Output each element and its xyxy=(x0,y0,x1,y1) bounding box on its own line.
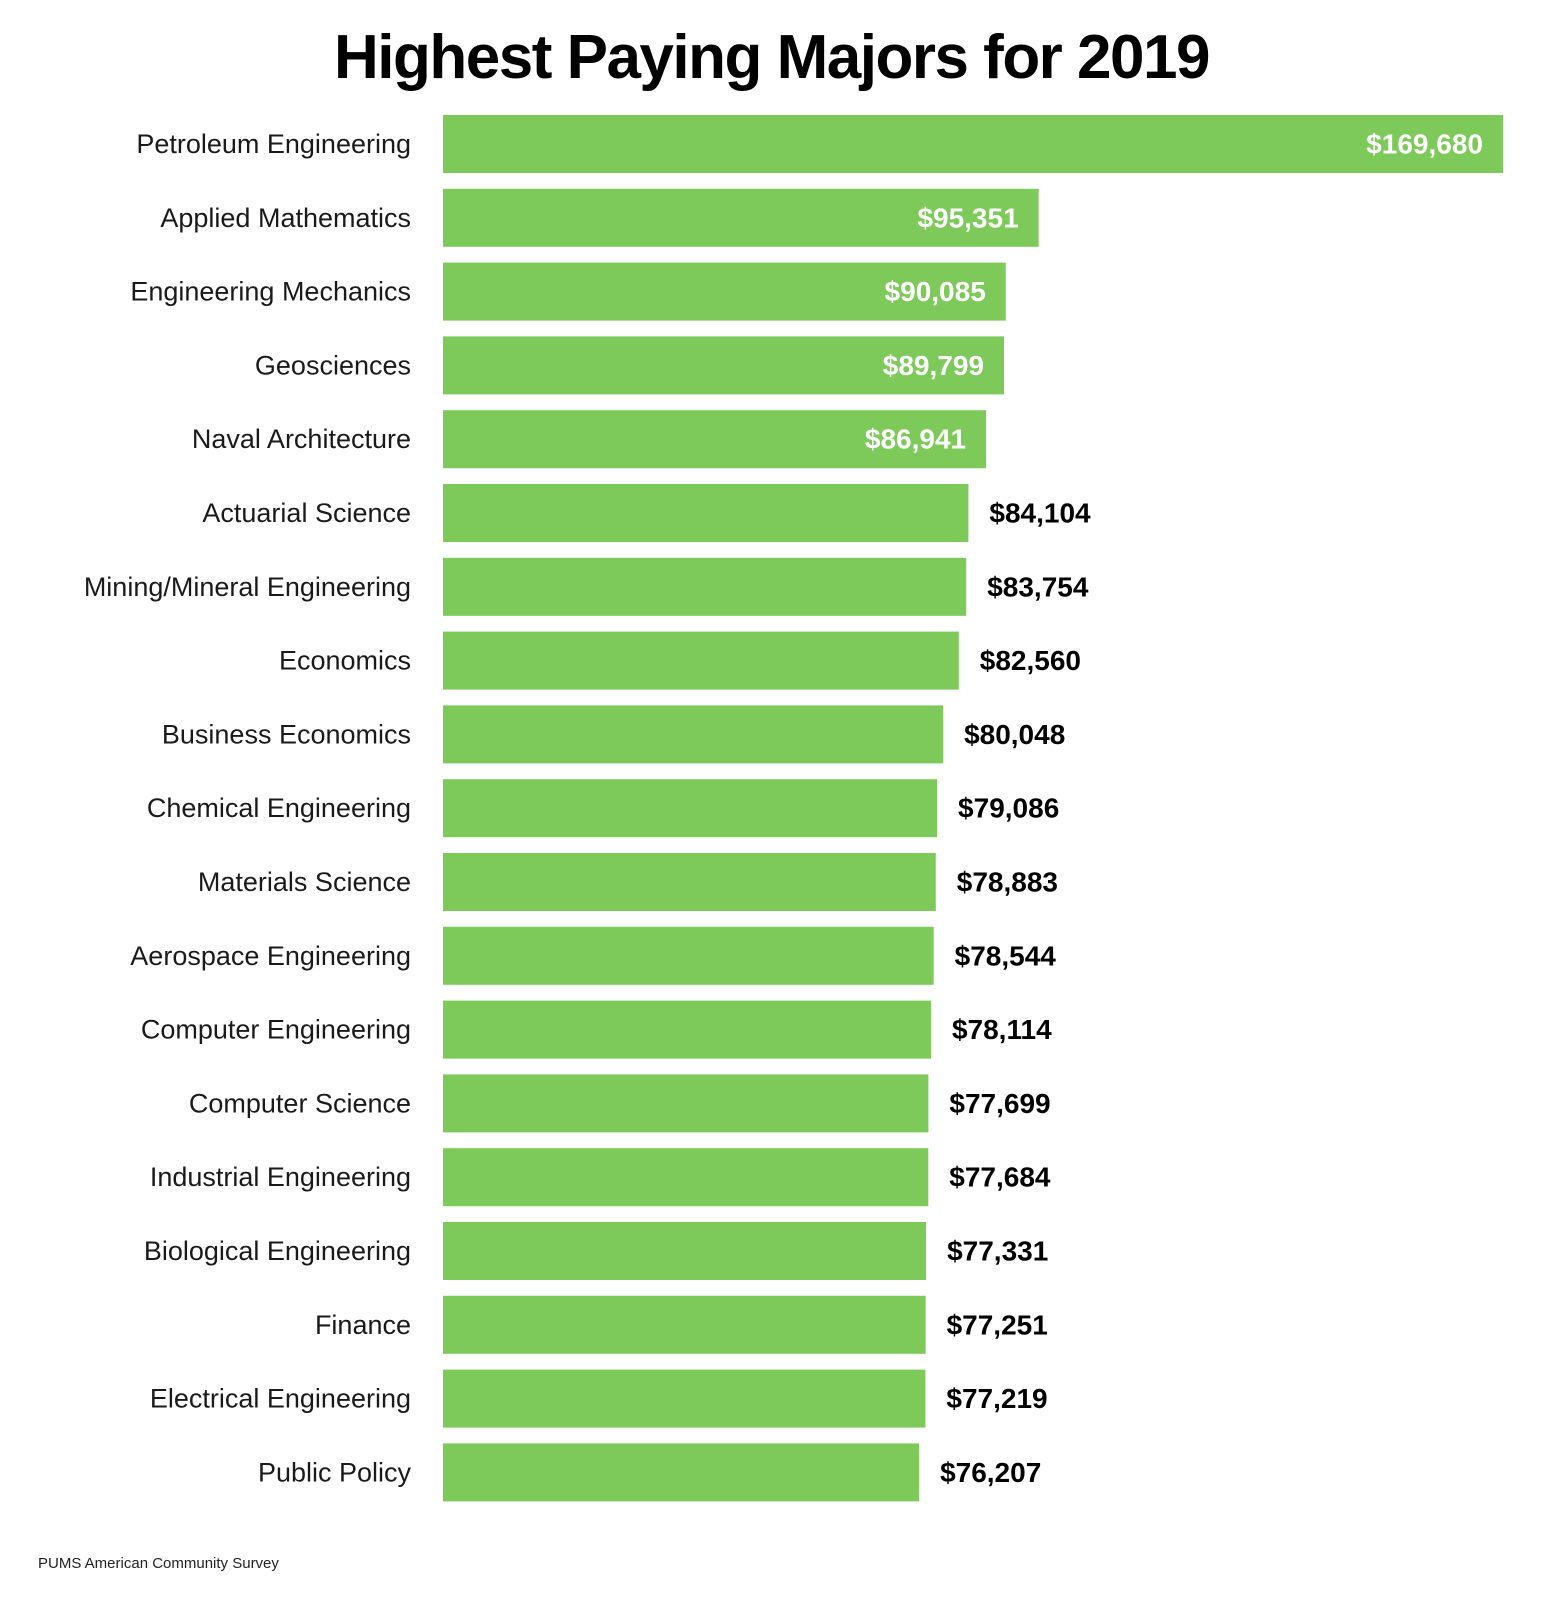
category-label: Industrial Engineering xyxy=(150,1162,411,1192)
category-label: Materials Science xyxy=(198,867,411,897)
bar xyxy=(443,1369,926,1428)
category-label: Chemical Engineering xyxy=(147,793,411,823)
value-label: $80,048 xyxy=(964,719,1065,750)
bar xyxy=(443,705,944,764)
value-label: $77,219 xyxy=(946,1383,1047,1414)
value-label: $95,351 xyxy=(917,202,1018,233)
bar xyxy=(443,557,967,616)
bar xyxy=(443,115,1503,173)
value-label: $78,883 xyxy=(957,867,1058,898)
category-label: Public Policy xyxy=(258,1457,412,1487)
category-label: Finance xyxy=(315,1310,411,1340)
bar xyxy=(443,188,1039,247)
bar xyxy=(443,1148,929,1207)
value-label: $79,086 xyxy=(958,793,1059,824)
category-label: Business Economics xyxy=(162,719,411,749)
value-label: $90,085 xyxy=(885,276,986,307)
value-label: $82,560 xyxy=(980,645,1081,676)
category-label: Electrical Engineering xyxy=(150,1384,411,1414)
category-label: Biological Engineering xyxy=(144,1236,411,1266)
source-note: PUMS American Community Survey xyxy=(38,1555,279,1572)
category-label: Computer Engineering xyxy=(141,1015,411,1045)
bar xyxy=(443,853,936,911)
value-label: $77,251 xyxy=(947,1309,1048,1340)
category-label: Petroleum Engineering xyxy=(136,129,411,159)
value-label: $77,699 xyxy=(949,1088,1050,1119)
bar xyxy=(443,779,938,838)
bar xyxy=(443,631,959,690)
value-label: $77,684 xyxy=(949,1162,1051,1193)
bar xyxy=(443,336,1004,395)
category-label: Applied Mathematics xyxy=(160,203,411,233)
category-label: Economics xyxy=(279,646,411,676)
bar xyxy=(443,1222,927,1280)
bar xyxy=(443,1443,920,1502)
value-label: $78,544 xyxy=(955,940,1057,971)
value-label: $78,114 xyxy=(952,1014,1052,1045)
category-label: Geosciences xyxy=(255,350,411,380)
bar xyxy=(443,410,987,469)
bar xyxy=(443,1074,929,1133)
value-label: $169,680 xyxy=(1366,129,1483,160)
bar xyxy=(443,262,1006,321)
value-label: $76,207 xyxy=(940,1457,1041,1488)
bars-layer: Petroleum Engineering $169,680 Applied Mat… xyxy=(84,115,1503,1502)
value-label: $77,331 xyxy=(947,1236,1048,1267)
bar xyxy=(443,1000,931,1059)
category-label: Naval Architecture xyxy=(192,424,411,454)
value-label: $83,754 xyxy=(987,571,1089,602)
bar xyxy=(443,484,969,542)
category-label: Aerospace Engineering xyxy=(130,941,411,971)
value-label: $89,799 xyxy=(883,350,984,381)
value-label: $86,941 xyxy=(865,424,966,455)
chart-title: Highest Paying Majors for 2019 xyxy=(334,23,1210,92)
bar xyxy=(443,926,934,985)
category-label: Engineering Mechanics xyxy=(130,277,411,307)
bar xyxy=(443,1295,926,1354)
category-label: Computer Science xyxy=(189,1088,411,1118)
category-label: Actuarial Science xyxy=(202,498,411,528)
value-label: $84,104 xyxy=(989,498,1091,529)
category-label: Mining/Mineral Engineering xyxy=(84,572,411,602)
